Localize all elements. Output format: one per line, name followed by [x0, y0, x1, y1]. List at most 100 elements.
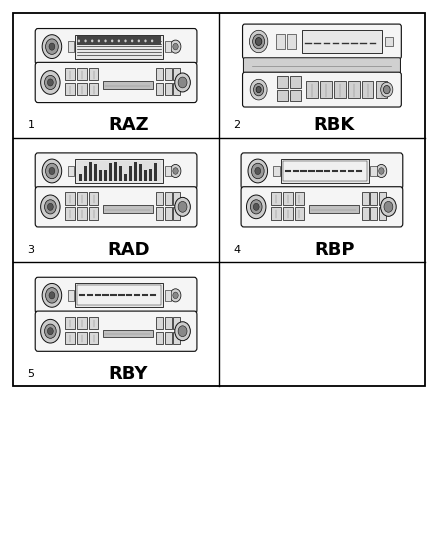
- Circle shape: [248, 159, 268, 183]
- Bar: [290, 90, 301, 101]
- Bar: [165, 68, 172, 80]
- Bar: [103, 330, 153, 337]
- Text: 5: 5: [28, 369, 35, 379]
- Bar: [277, 76, 288, 87]
- FancyBboxPatch shape: [35, 153, 197, 189]
- Circle shape: [170, 289, 181, 302]
- Bar: [75, 35, 163, 59]
- Circle shape: [256, 86, 261, 93]
- Circle shape: [178, 326, 187, 337]
- Bar: [104, 169, 107, 181]
- Bar: [376, 81, 387, 99]
- Bar: [287, 34, 297, 49]
- Circle shape: [49, 43, 55, 50]
- Circle shape: [170, 165, 181, 177]
- Bar: [173, 83, 180, 95]
- Circle shape: [381, 82, 393, 97]
- Circle shape: [255, 38, 262, 45]
- Circle shape: [47, 328, 53, 335]
- Bar: [65, 207, 75, 220]
- Circle shape: [46, 288, 58, 303]
- FancyBboxPatch shape: [35, 62, 197, 102]
- Circle shape: [250, 79, 267, 100]
- Bar: [65, 332, 75, 344]
- Circle shape: [41, 319, 60, 343]
- Bar: [307, 81, 318, 99]
- Bar: [281, 159, 369, 183]
- Circle shape: [170, 40, 181, 53]
- FancyBboxPatch shape: [244, 58, 400, 74]
- Circle shape: [151, 39, 153, 42]
- FancyBboxPatch shape: [35, 29, 197, 64]
- Bar: [77, 161, 161, 181]
- Bar: [283, 192, 293, 205]
- Bar: [362, 192, 369, 205]
- Circle shape: [78, 39, 80, 42]
- Circle shape: [173, 43, 178, 50]
- Text: RAZ: RAZ: [108, 116, 148, 134]
- Bar: [65, 68, 75, 80]
- Bar: [77, 68, 87, 80]
- Circle shape: [45, 75, 56, 90]
- Bar: [379, 192, 386, 205]
- Circle shape: [85, 39, 87, 42]
- Bar: [173, 332, 180, 344]
- Bar: [99, 170, 102, 181]
- Bar: [156, 83, 163, 95]
- Circle shape: [178, 201, 187, 212]
- FancyBboxPatch shape: [35, 311, 197, 351]
- Circle shape: [144, 39, 147, 42]
- Bar: [273, 166, 280, 176]
- Bar: [290, 76, 301, 87]
- Bar: [88, 332, 99, 344]
- Circle shape: [41, 71, 60, 94]
- Circle shape: [253, 203, 259, 211]
- Bar: [276, 34, 285, 49]
- Bar: [89, 162, 92, 181]
- Bar: [348, 81, 360, 99]
- Bar: [165, 166, 171, 176]
- Circle shape: [175, 322, 191, 341]
- Bar: [156, 332, 163, 344]
- Circle shape: [247, 195, 266, 219]
- Circle shape: [118, 39, 120, 42]
- FancyBboxPatch shape: [241, 187, 403, 227]
- Circle shape: [175, 73, 191, 92]
- Bar: [371, 192, 378, 205]
- FancyBboxPatch shape: [243, 24, 401, 59]
- Bar: [173, 192, 180, 205]
- FancyBboxPatch shape: [35, 277, 197, 313]
- Circle shape: [376, 165, 387, 177]
- Circle shape: [178, 77, 187, 88]
- Circle shape: [131, 39, 133, 42]
- Bar: [294, 207, 304, 220]
- Circle shape: [42, 35, 62, 59]
- Bar: [119, 166, 122, 181]
- Bar: [320, 81, 332, 99]
- Circle shape: [46, 163, 58, 179]
- Bar: [165, 41, 171, 52]
- Text: RAD: RAD: [107, 240, 150, 259]
- Circle shape: [381, 197, 396, 216]
- Text: RBY: RBY: [109, 365, 148, 383]
- Text: 3: 3: [28, 245, 35, 255]
- Bar: [149, 169, 152, 181]
- Text: 1: 1: [28, 120, 35, 130]
- Text: 2: 2: [233, 120, 240, 130]
- Bar: [309, 206, 359, 213]
- Bar: [334, 81, 346, 99]
- Bar: [362, 207, 369, 220]
- Bar: [156, 192, 163, 205]
- Circle shape: [42, 159, 62, 183]
- Bar: [88, 317, 99, 329]
- Bar: [88, 68, 99, 80]
- Bar: [114, 162, 117, 181]
- Bar: [139, 164, 142, 181]
- Bar: [173, 68, 180, 80]
- Bar: [144, 170, 147, 181]
- Circle shape: [49, 167, 55, 174]
- Text: RBP: RBP: [314, 240, 354, 259]
- Bar: [84, 166, 88, 181]
- Bar: [94, 164, 97, 181]
- Circle shape: [91, 39, 93, 42]
